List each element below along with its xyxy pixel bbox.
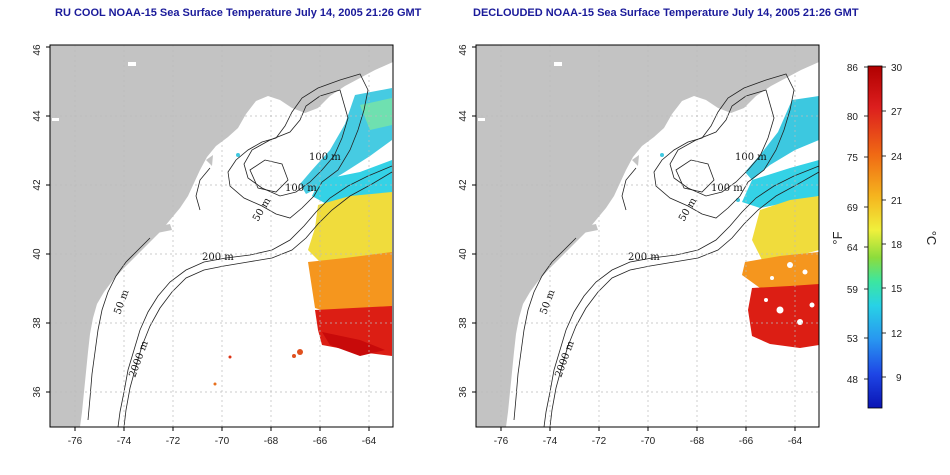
right-map-grid xyxy=(476,45,819,427)
left-ytick: 40 xyxy=(32,248,43,260)
right-map-contours xyxy=(513,73,820,428)
right-xtick: -76 xyxy=(494,436,509,447)
right-map-title: DECLOUDED NOAA-15 Sea Surface Temperatur… xyxy=(473,7,859,19)
right-ytick: 38 xyxy=(458,317,469,329)
right-xtick: -68 xyxy=(690,436,705,447)
celsius-tick: 18 xyxy=(891,240,903,251)
fahrenheit-unit-label: °F xyxy=(830,231,845,244)
celsius-tick: 27 xyxy=(891,107,903,118)
right-ytick: 44 xyxy=(458,110,469,122)
left-ytick: 38 xyxy=(32,317,43,329)
right-map-ytick-labels: 36 38 40 42 44 46 xyxy=(458,44,469,398)
left-ytick: 42 xyxy=(32,179,43,191)
left-map-island xyxy=(206,155,213,166)
left-map-title: RU COOL NOAA-15 Sea Surface Temperature … xyxy=(55,7,422,19)
fahrenheit-tick: 64 xyxy=(847,243,859,254)
right-contour-label-100m-south: 100 m xyxy=(711,183,743,194)
left-contour-label-100m-north: 100 m xyxy=(309,152,341,163)
right-map-land xyxy=(476,45,819,427)
fahrenheit-tick: 59 xyxy=(847,285,859,296)
left-map-ticks xyxy=(46,46,370,431)
colorbar: 86 80 75 69 64 59 53 48 30 27 24 21 18 1… xyxy=(830,63,939,409)
celsius-tick: 24 xyxy=(891,152,903,163)
fahrenheit-tick: 80 xyxy=(847,112,859,123)
left-map-panel: 100 m 100 m 50 m 200 m 50 m 2000 m -76 xyxy=(32,44,394,447)
right-xtick: -70 xyxy=(641,436,656,447)
right-map-ticks xyxy=(472,46,796,431)
left-xtick: -72 xyxy=(166,436,181,447)
celsius-tick: 12 xyxy=(891,329,903,340)
right-map-lake xyxy=(554,62,562,66)
celsius-unit-label: °C xyxy=(924,231,939,246)
left-contour-label-200m: 200 m xyxy=(202,252,234,263)
left-xtick: -70 xyxy=(215,436,230,447)
right-map-lake xyxy=(478,118,485,121)
celsius-tick: 15 xyxy=(891,284,903,295)
fahrenheit-tick: 53 xyxy=(847,334,859,345)
left-contour-label-100m-south: 100 m xyxy=(285,183,317,194)
left-xtick: -64 xyxy=(362,436,377,447)
left-map-land xyxy=(50,45,393,427)
right-contour-label-100m-north: 100 m xyxy=(735,152,767,163)
fahrenheit-tick: 48 xyxy=(847,375,859,386)
celsius-tick: 30 xyxy=(891,63,903,74)
colorbar-celsius-ticks: 30 27 24 21 18 15 12 9 xyxy=(891,63,903,384)
left-ytick: 36 xyxy=(32,386,43,398)
left-map-lake xyxy=(52,118,59,121)
right-map-island xyxy=(576,224,598,234)
left-map-grid xyxy=(50,45,393,427)
right-map-xtick-labels: -76 -74 -72 -70 -68 -66 -64 xyxy=(494,436,803,447)
right-xtick: -72 xyxy=(592,436,607,447)
colorbar-gradient xyxy=(867,65,883,409)
right-ytick: 42 xyxy=(458,179,469,191)
right-xtick: -66 xyxy=(739,436,754,447)
left-xtick: -74 xyxy=(117,436,132,447)
right-xtick: -74 xyxy=(543,436,558,447)
right-map-panel: 100 m 100 m 50 m 200 m 50 m 2000 m -76 xyxy=(458,44,820,447)
right-contour-label-200m: 200 m xyxy=(628,252,660,263)
left-map-sst xyxy=(213,88,392,386)
left-ytick: 44 xyxy=(32,110,43,122)
left-map-lake xyxy=(128,62,136,66)
left-ytick: 46 xyxy=(32,44,43,56)
right-map-island xyxy=(632,155,639,166)
fahrenheit-tick: 69 xyxy=(847,203,859,214)
left-map-ytick-labels: 36 38 40 42 44 46 xyxy=(32,44,43,398)
left-map-xtick-labels: -76 -74 -72 -70 -68 -66 -64 xyxy=(68,436,377,447)
left-xtick: -68 xyxy=(264,436,279,447)
celsius-tick: 21 xyxy=(891,196,903,207)
colorbar-fahrenheit-ticks: 86 80 75 69 64 59 53 48 xyxy=(847,63,859,386)
fahrenheit-tick: 86 xyxy=(847,63,859,74)
fahrenheit-tick: 75 xyxy=(847,153,859,164)
right-ytick: 46 xyxy=(458,44,469,56)
right-xtick: -64 xyxy=(788,436,803,447)
left-xtick: -76 xyxy=(68,436,83,447)
left-map-island xyxy=(150,224,172,234)
celsius-tick: 9 xyxy=(896,373,902,384)
left-xtick: -66 xyxy=(313,436,328,447)
right-ytick: 40 xyxy=(458,248,469,260)
colorbar-ticks xyxy=(864,66,886,380)
right-map-sst xyxy=(660,96,819,348)
right-ytick: 36 xyxy=(458,386,469,398)
left-map-contours xyxy=(87,73,393,428)
